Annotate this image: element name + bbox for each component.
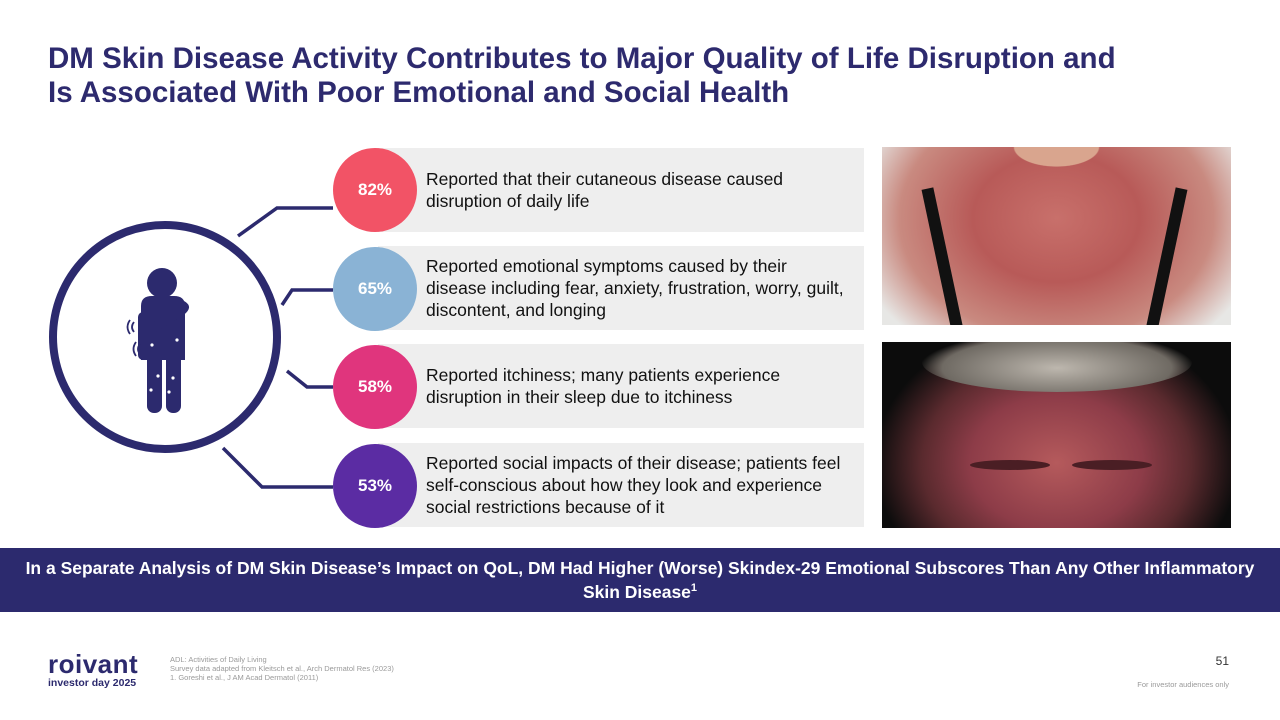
connector-line-4 <box>221 446 333 489</box>
person-scratching-icon <box>138 268 190 413</box>
footnote-1: ADL: Activities of Daily Living <box>170 655 267 664</box>
connector-line-3 <box>285 369 333 389</box>
itch-lines <box>126 319 141 357</box>
photo-hair <box>922 342 1192 392</box>
stat-percent-3: 58% <box>333 345 417 429</box>
banner-text: In a Separate Analysis of DM Skin Diseas… <box>25 558 1255 602</box>
connector-line-1 <box>236 206 333 238</box>
connector-lines <box>221 206 333 489</box>
title-line-1: DM Skin Disease Activity Contributes to … <box>48 42 1116 75</box>
stat-row-2: Reported emotional symptoms caused by th… <box>378 246 864 330</box>
photo-eye-left <box>970 460 1050 470</box>
footnote-2: Survey data adapted from Kleitsch et al.… <box>170 664 394 673</box>
stat-percent-2: 65% <box>333 247 417 331</box>
stat-percent-4: 53% <box>333 444 417 528</box>
stat-text-3: Reported itchiness; many patients experi… <box>426 365 781 407</box>
stat-text-1: Reported that their cutaneous disease ca… <box>426 169 784 211</box>
page-title: DM Skin Disease Activity Contributes to … <box>48 42 1238 110</box>
connector-line-2 <box>280 288 333 306</box>
photo-strap-right <box>1144 187 1188 325</box>
stat-row-1: Reported that their cutaneous disease ca… <box>378 148 864 232</box>
photo-eye-right <box>1072 460 1152 470</box>
footnotes: ADL: Activities of Daily Living Survey d… <box>170 655 394 682</box>
face-rash-photo <box>882 342 1231 528</box>
figure-graphic <box>49 206 333 489</box>
stat-text-2: Reported emotional symptoms caused by th… <box>426 256 844 320</box>
page-number: 51 <box>1215 654 1229 668</box>
neck-chest-rash-photo <box>882 147 1231 325</box>
logo-name: roivant <box>48 649 139 679</box>
title-line-2: Is Associated With Poor Emotional and So… <box>48 76 790 109</box>
company-logo: roivant investor day 2025 <box>48 649 139 689</box>
stat-row-4: Reported social impacts of their disease… <box>378 443 864 527</box>
footnote-3: 1. Goreshi et al., J AM Acad Dermatol (2… <box>170 673 319 682</box>
photo-strap-left <box>921 187 965 325</box>
summary-banner: In a Separate Analysis of DM Skin Diseas… <box>0 548 1280 612</box>
banner-superscript: 1 <box>690 582 698 595</box>
stat-row-3: Reported itchiness; many patients experi… <box>378 344 864 428</box>
logo-subtitle: investor day 2025 <box>48 677 137 689</box>
stat-text-4: Reported social impacts of their disease… <box>426 453 841 517</box>
stat-percent-1: 82% <box>333 148 417 232</box>
disclaimer: For investor audiences only <box>1137 680 1229 689</box>
